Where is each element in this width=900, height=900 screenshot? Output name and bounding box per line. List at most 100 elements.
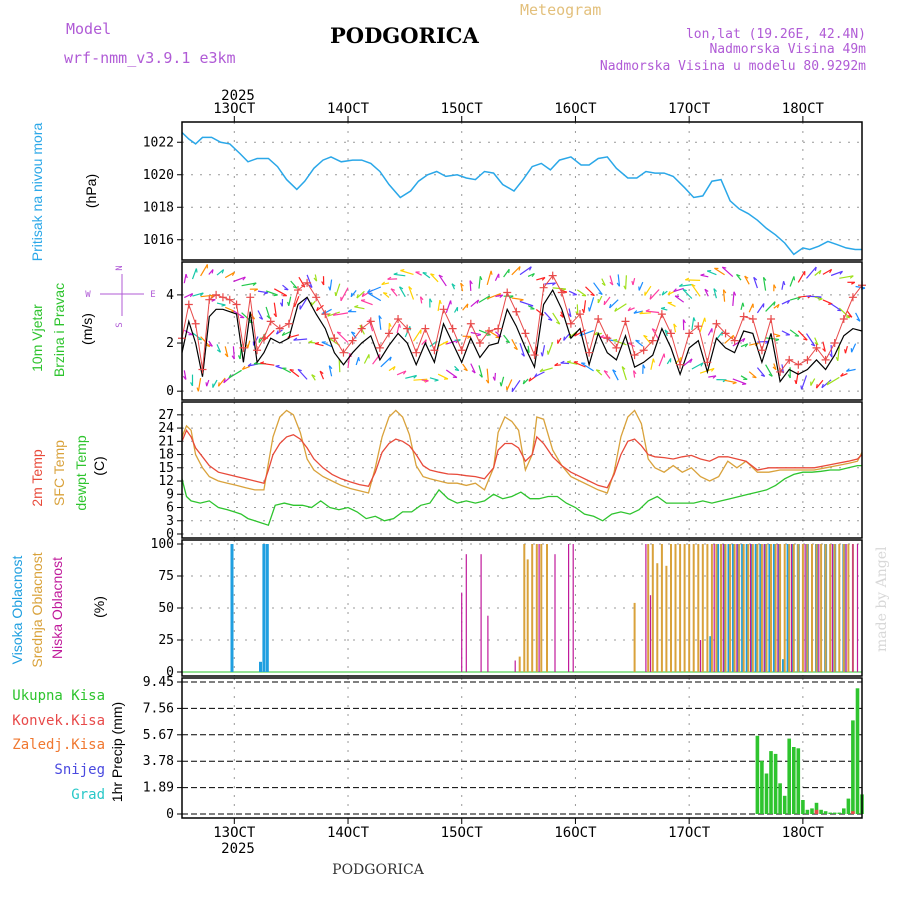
wind-arrow-head xyxy=(246,344,249,349)
wind-arrow-head xyxy=(810,343,816,347)
mid-cloud-bar xyxy=(518,656,521,672)
wind-arrow xyxy=(430,273,439,283)
wind-arrow xyxy=(748,371,757,379)
credit-watermark: made by Angel xyxy=(874,546,890,652)
wind-arrow-head xyxy=(200,292,204,297)
wind-arrow-head xyxy=(846,368,850,372)
wind-arrow xyxy=(183,273,187,284)
wind-arrow xyxy=(609,299,619,309)
wind-gust-marker xyxy=(198,365,207,374)
low-cloud-bar xyxy=(856,544,859,672)
wind-arrow xyxy=(673,287,684,293)
xtick-bottom-label: 13OCT xyxy=(213,825,256,841)
wind-arrow-head xyxy=(334,291,337,297)
wind-arrow-head xyxy=(673,323,677,328)
wind-arrow xyxy=(721,266,734,278)
pressure-line xyxy=(181,131,862,256)
wind-gust-marker xyxy=(548,271,557,280)
wind-arrow-head xyxy=(205,344,211,348)
high-cloud-bar xyxy=(768,544,772,672)
temp-unit: (C) xyxy=(91,456,107,475)
wind-arrow-head xyxy=(508,269,510,274)
wind-arrow xyxy=(612,369,619,381)
wind-arrow xyxy=(756,303,765,314)
wind-arrow xyxy=(340,287,349,302)
wind-arrow xyxy=(212,379,218,388)
precip-bar xyxy=(846,798,851,814)
wind-arrow xyxy=(806,266,817,279)
wind-arrow xyxy=(260,362,275,366)
wind-gust-marker xyxy=(530,351,539,360)
xtick-bottom-label: 15OCT xyxy=(441,825,484,841)
panel-1-ytick-label: 0 xyxy=(166,384,174,399)
panel-3-ytick-label: 0 xyxy=(166,665,174,680)
model-altitude-info: Nadmorska Visina u modelu 80.9292m xyxy=(600,59,866,74)
wind-arrow-head xyxy=(704,317,706,322)
wind-gust-marker xyxy=(330,334,339,343)
wind-arrow-head xyxy=(319,370,324,375)
wind-gust-marker xyxy=(212,290,221,299)
wind-gust-marker xyxy=(275,324,284,333)
wind-arrow xyxy=(658,353,665,367)
wind-gust-marker xyxy=(232,300,241,309)
wind-arrow xyxy=(293,338,308,341)
wind-arrow xyxy=(265,290,278,296)
wind-arrow-head xyxy=(476,299,480,304)
wind-arrow xyxy=(281,330,291,337)
wind-arrow xyxy=(679,284,692,287)
low-cloud-bar xyxy=(645,544,647,672)
wind-arrow xyxy=(851,343,857,353)
wind-arrow xyxy=(762,277,767,291)
low-cloud-bar xyxy=(852,544,854,672)
panel-2-ytick-label: 24 xyxy=(158,421,174,436)
wind-arrow-head xyxy=(609,303,612,309)
precip-bar xyxy=(773,753,778,814)
wind-arrow xyxy=(593,282,603,295)
precip-convective-bar xyxy=(814,809,819,814)
panel-2-ytick-label: 0 xyxy=(166,527,174,542)
panel-2-ytick-label: 21 xyxy=(158,434,174,449)
wind-arrow xyxy=(347,353,351,369)
wind-arrow-head xyxy=(311,374,316,378)
wind-arrow-head xyxy=(776,304,780,309)
wind-gust-marker xyxy=(225,295,234,304)
wind-arrow xyxy=(667,302,676,307)
mid-cloud-bar xyxy=(729,544,732,672)
panel-4-ytick-label: 9.45 xyxy=(143,675,174,690)
wind-arrow xyxy=(393,273,406,277)
wind-arrow-head xyxy=(760,374,765,377)
wind-arrow xyxy=(368,292,382,302)
wind-gust-marker xyxy=(585,348,594,357)
wind-arrow-head xyxy=(314,342,320,345)
wind-arrow xyxy=(228,369,242,379)
wind-arrow-head xyxy=(231,271,236,277)
wind-arrow-head xyxy=(190,382,194,387)
wind-arrow xyxy=(290,280,298,289)
wind-arrow-head xyxy=(216,349,221,353)
wind-arrow-head xyxy=(614,307,618,312)
mid-cloud-bar xyxy=(656,563,659,672)
wind-arrow-head xyxy=(633,310,638,314)
wind-arrow-head xyxy=(663,353,666,358)
wind-arrow xyxy=(781,281,785,290)
wind-arrow xyxy=(621,366,627,381)
mid-cloud-bar xyxy=(540,544,543,672)
wind-arrow xyxy=(519,266,532,276)
mid-cloud-bar xyxy=(783,544,786,672)
wind-arrow-head xyxy=(308,340,313,343)
mid-cloud-bar xyxy=(706,544,709,672)
wind-arrow xyxy=(651,328,660,341)
wind-arrow-head xyxy=(710,367,715,372)
wind-gust-marker xyxy=(375,343,384,352)
wind-arrow-head xyxy=(678,283,683,287)
wind-arrow-head xyxy=(223,378,226,384)
wind-arrow xyxy=(367,286,382,294)
precip-legend-freezing: Zaledj.Kisa xyxy=(12,737,105,753)
wind-arrow-head xyxy=(753,276,758,281)
wind-arrow xyxy=(536,276,546,281)
wind-arrow-head xyxy=(509,295,514,299)
wind-gust-marker xyxy=(494,324,503,333)
wind-arrow-head xyxy=(627,307,631,312)
precip-bar xyxy=(792,747,796,814)
wind-arrow xyxy=(354,306,365,310)
